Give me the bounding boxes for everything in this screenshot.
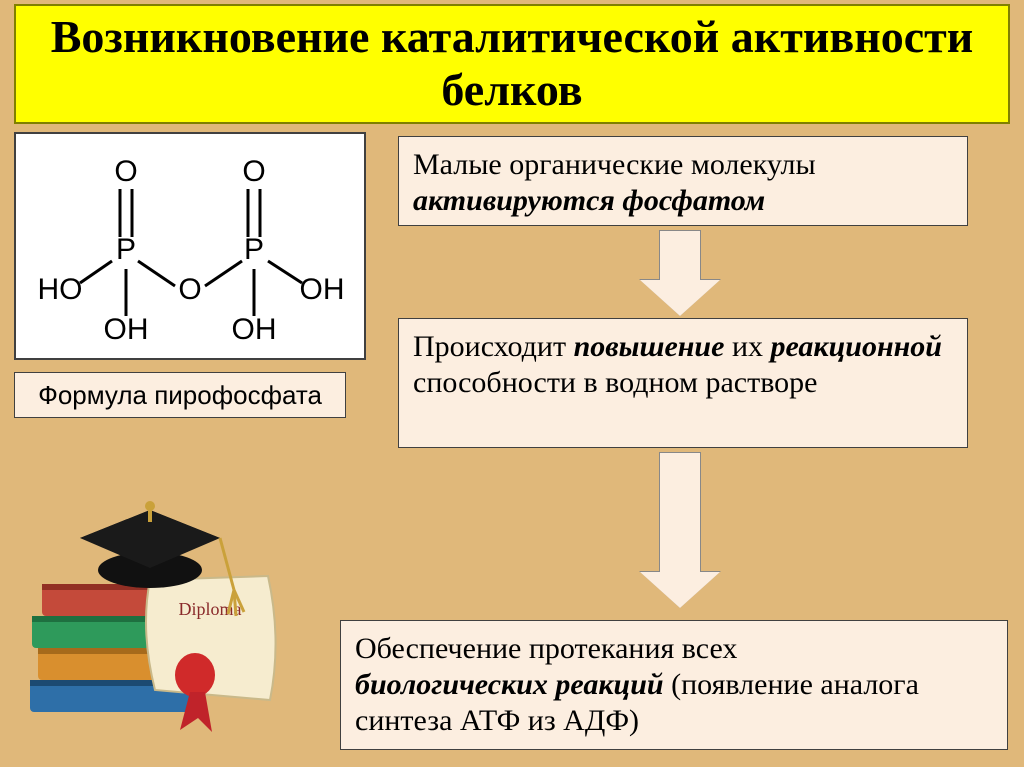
- flow-box-3-p1: Обеспечение протекания всех: [355, 632, 737, 665]
- pyrophosphate-structure: P P O O O HO OH OH OH: [20, 141, 360, 351]
- chemical-structure-panel: P P O O O HO OH OH OH: [14, 132, 366, 360]
- flow-box-1: Малые органические молекулы активируются…: [398, 136, 968, 226]
- arrow-head: [640, 572, 720, 608]
- flow-arrow-1: [640, 230, 720, 316]
- svg-text:P: P: [244, 233, 264, 266]
- arrow-head: [640, 280, 720, 316]
- svg-text:HO: HO: [38, 273, 83, 306]
- flow-box-2-i1: повышение: [574, 330, 725, 363]
- flow-arrow-2: [640, 452, 720, 608]
- svg-text:OH: OH: [232, 313, 277, 346]
- svg-text:OH: OH: [104, 313, 149, 346]
- flow-box-1-l1: Малые органические молекулы: [413, 148, 816, 181]
- flow-box-1-l2: активируются фосфатом: [413, 184, 765, 217]
- svg-text:P: P: [116, 233, 136, 266]
- formula-caption: Формула пирофосфата: [14, 372, 346, 418]
- arrow-stem: [659, 230, 701, 280]
- flow-box-2: Происходит повышение их реакционной спос…: [398, 318, 968, 448]
- flow-box-2-t2: способности в водном растворе: [413, 366, 818, 399]
- arrow-stem: [659, 452, 701, 572]
- slide-title-text: Возникновение каталитической активности …: [16, 11, 1008, 117]
- svg-text:O: O: [242, 155, 265, 188]
- svg-text:O: O: [178, 273, 201, 306]
- books-diploma-decor: Diploma: [20, 480, 330, 740]
- flow-box-3-i1: биологических реакций: [355, 668, 664, 701]
- formula-caption-text: Формула пирофосфата: [38, 380, 322, 411]
- flow-box-2-i2: реакционной: [771, 330, 943, 363]
- flow-box-2-t1: их: [724, 330, 770, 363]
- svg-text:OH: OH: [300, 273, 345, 306]
- slide-title: Возникновение каталитической активности …: [14, 4, 1010, 124]
- flow-box-2-p1: Происходит: [413, 330, 574, 363]
- flow-box-3: Обеспечение протекания всех биологически…: [340, 620, 1008, 750]
- svg-text:O: O: [114, 155, 137, 188]
